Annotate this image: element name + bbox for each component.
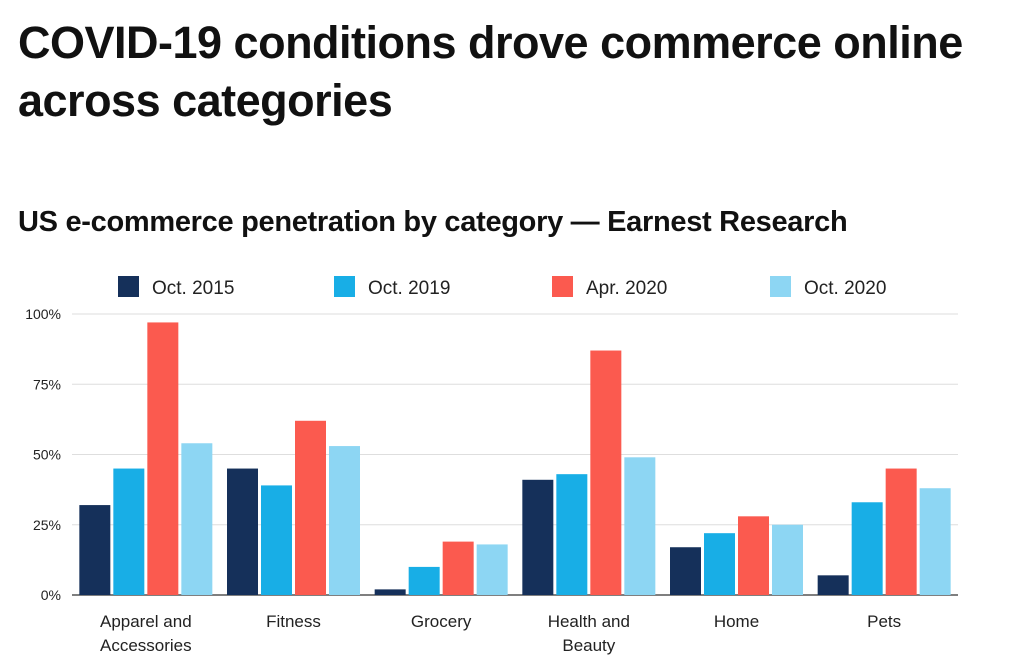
- bar: [738, 516, 769, 595]
- category-label: Grocery: [411, 612, 472, 631]
- category-label: Apparel and Accessories: [100, 612, 192, 655]
- category-label: Health and Beauty: [548, 612, 630, 655]
- bar: [817, 575, 849, 595]
- headline: COVID-19 conditions drove commerce onlin…: [18, 17, 963, 126]
- category-label-line: Grocery: [411, 612, 472, 631]
- category-label-line: Beauty: [562, 636, 615, 655]
- category-label-line: Accessories: [100, 636, 192, 655]
- legend-label: Apr. 2020: [586, 278, 667, 299]
- bar: [329, 446, 360, 595]
- y-tick-label: 50%: [33, 447, 61, 463]
- y-tick-label: 0%: [41, 587, 61, 603]
- bar: [442, 541, 474, 595]
- bar: [670, 547, 701, 595]
- bar: [408, 566, 440, 595]
- bar: [79, 505, 111, 595]
- y-tick-label: 75%: [33, 376, 61, 392]
- bar: [590, 350, 622, 595]
- legend-swatch: [118, 276, 139, 297]
- bar: [147, 322, 179, 595]
- category-label: Home: [714, 612, 759, 631]
- y-tick-label: 100%: [25, 306, 61, 322]
- bar: [476, 544, 508, 595]
- category-label-line: Apparel and: [100, 612, 192, 631]
- bar: [261, 485, 292, 595]
- category-label: Fitness: [266, 612, 321, 631]
- category-label-line: Fitness: [266, 612, 321, 631]
- category-label-line: Pets: [867, 612, 901, 631]
- category-label: Pets: [867, 612, 901, 631]
- chart-title: US e-commerce penetration by category — …: [18, 206, 848, 238]
- bar: [556, 474, 588, 595]
- bar: [704, 533, 735, 595]
- bar: [624, 457, 656, 595]
- legend-swatch: [334, 276, 355, 297]
- bar: [113, 468, 145, 595]
- legend-swatch: [552, 276, 573, 297]
- legend-label: Oct. 2015: [152, 278, 234, 299]
- bar: [851, 502, 883, 595]
- bar: [227, 468, 258, 595]
- legend-label: Oct. 2019: [368, 278, 450, 299]
- legend-swatch: [770, 276, 791, 297]
- bar: [522, 479, 554, 595]
- category-label-line: Health and: [548, 612, 630, 631]
- bar: [919, 488, 951, 595]
- category-label-line: Home: [714, 612, 759, 631]
- bar: [772, 524, 803, 595]
- y-tick-label: 25%: [33, 517, 61, 533]
- bar: [885, 468, 917, 595]
- bar: [295, 420, 326, 595]
- legend-label: Oct. 2020: [804, 278, 886, 299]
- bar: [374, 589, 406, 595]
- bar: [181, 443, 213, 595]
